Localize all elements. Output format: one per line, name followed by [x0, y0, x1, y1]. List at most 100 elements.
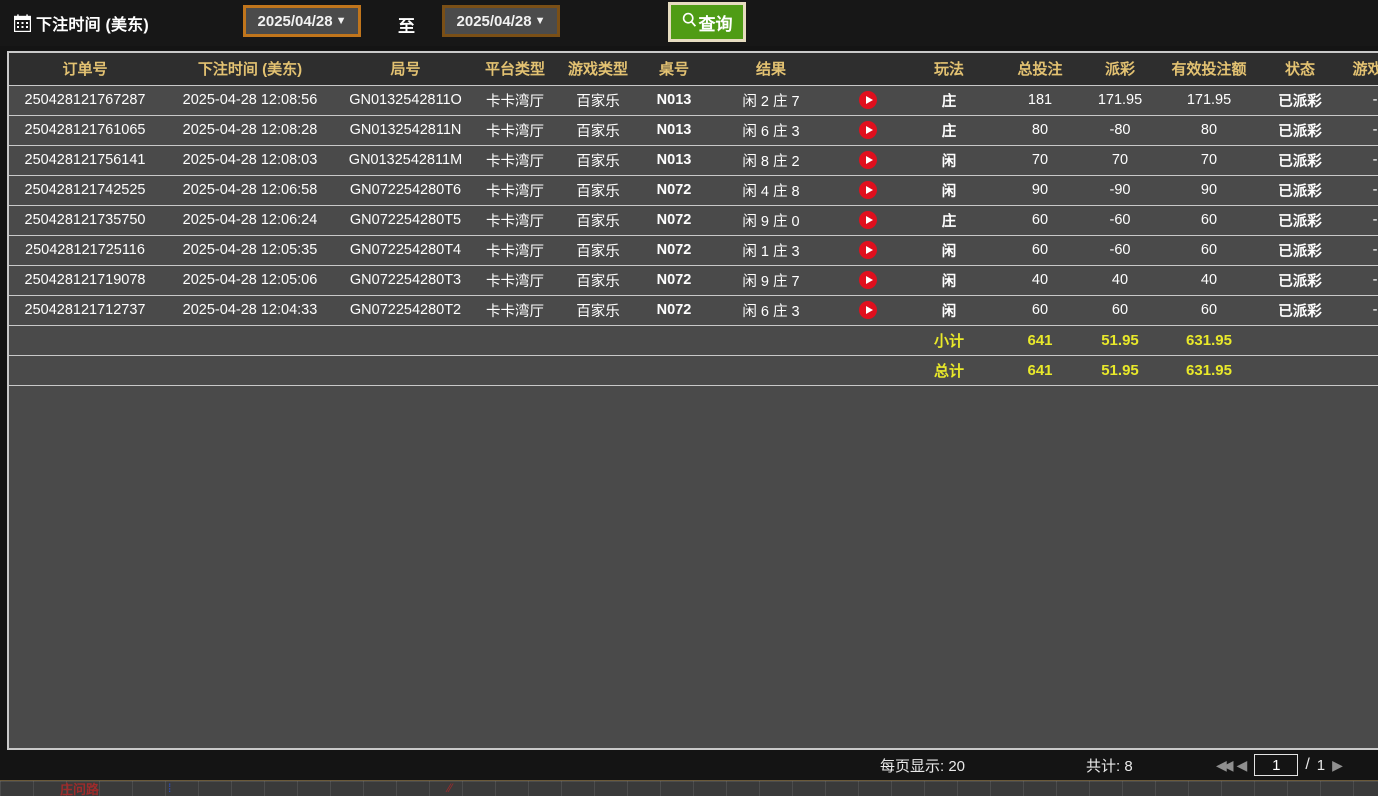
col-payout[interactable]: 派彩 [1086, 53, 1154, 86]
play-icon[interactable] [859, 271, 877, 289]
cell-total-bet: 70 [994, 145, 1086, 176]
cell-status: 已派彩 [1264, 145, 1336, 176]
cell-empty [472, 325, 558, 356]
cell-order-no: 250428121735750 [9, 205, 161, 236]
cell-round-no: GN072254280T4 [339, 235, 472, 266]
cell-payout: -60 [1086, 235, 1154, 266]
play-icon[interactable] [859, 91, 877, 109]
col-table-no[interactable]: 桌号 [638, 53, 710, 86]
col-platform[interactable]: 平台类型 [472, 53, 558, 86]
date-from-picker[interactable]: 2025/04/28 ▼ [243, 5, 361, 37]
play-icon[interactable] [859, 151, 877, 169]
page-number-input[interactable] [1254, 754, 1299, 776]
cell-table-no: N072 [638, 265, 710, 296]
background-mark-red: ⁄⁄ [448, 781, 453, 795]
cell-bet-time: 2025-04-28 12:08:28 [161, 115, 339, 146]
table-row[interactable]: 250428121767287 2025-04-28 12:08:56 GN0132… [9, 85, 1378, 116]
query-button-label: 查询 [698, 14, 733, 34]
col-game-type[interactable]: 游戏类型 [558, 53, 638, 86]
table-row[interactable]: 250428121719078 2025-04-28 12:05:06 GN0722… [9, 265, 1378, 296]
cell-replay[interactable] [832, 265, 904, 296]
col-result[interactable]: 结果 [710, 53, 832, 86]
search-icon [682, 12, 697, 33]
col-valid-bet[interactable]: 有效投注额 [1154, 53, 1264, 86]
col-game-mode[interactable]: 游戏模 [1336, 53, 1378, 86]
cell-replay[interactable] [832, 205, 904, 236]
date-range-separator: 至 [398, 17, 415, 36]
col-bet-time[interactable]: 下注时间 (美东) [161, 53, 339, 86]
cell-summary-total-bet: 641 [994, 355, 1086, 386]
page-count-label: 1 [1316, 756, 1326, 774]
cell-table-no: N013 [638, 145, 710, 176]
cell-play: 庄 [904, 115, 994, 146]
cell-replay[interactable] [832, 115, 904, 146]
cell-replay[interactable] [832, 295, 904, 326]
cell-empty [1264, 355, 1336, 386]
col-status[interactable]: 状态 [1264, 53, 1336, 86]
cell-result: 闲 2 庄 7 [710, 85, 832, 116]
cell-game-mode: - [1336, 115, 1378, 146]
date-to-value: 2025/04/28 [456, 12, 532, 30]
cell-result: 闲 6 庄 3 [710, 295, 832, 326]
cell-empty [638, 325, 710, 356]
cell-bet-time: 2025-04-28 12:05:06 [161, 265, 339, 296]
play-icon[interactable] [859, 211, 877, 229]
cell-game-type: 百家乐 [558, 85, 638, 116]
table-row[interactable]: 250428121742525 2025-04-28 12:06:58 GN0722… [9, 175, 1378, 206]
cell-table-no: N013 [638, 115, 710, 146]
cell-replay[interactable] [832, 145, 904, 176]
play-icon[interactable] [859, 121, 877, 139]
cell-summary-label: 总计 [904, 355, 994, 386]
cell-game-mode: - [1336, 295, 1378, 326]
cell-replay[interactable] [832, 235, 904, 266]
cell-bet-time: 2025-04-28 12:06:24 [161, 205, 339, 236]
cell-status: 已派彩 [1264, 295, 1336, 326]
table-row[interactable]: 250428121712737 2025-04-28 12:04:33 GN0722… [9, 295, 1378, 326]
play-icon[interactable] [859, 181, 877, 199]
cell-platform: 卡卡湾厅 [472, 295, 558, 326]
cell-summary-total-bet: 641 [994, 325, 1086, 356]
table-row[interactable]: 250428121761065 2025-04-28 12:08:28 GN0132… [9, 115, 1378, 146]
cell-result: 闲 1 庄 3 [710, 235, 832, 266]
cell-table-no: N072 [638, 295, 710, 326]
cell-valid-bet: 60 [1154, 235, 1264, 266]
date-to-picker[interactable]: 2025/04/28 ▼ [442, 5, 560, 37]
table-row[interactable]: 250428121725116 2025-04-28 12:05:35 GN0722… [9, 235, 1378, 266]
cell-round-no: GN0132542811O [339, 85, 472, 116]
col-round-no[interactable]: 局号 [339, 53, 472, 86]
cell-order-no: 250428121767287 [9, 85, 161, 116]
cell-platform: 卡卡湾厅 [472, 235, 558, 266]
first-page-arrow-icon[interactable]: ◀◀ [1216, 757, 1233, 773]
cell-game-type: 百家乐 [558, 145, 638, 176]
cell-status: 已派彩 [1264, 235, 1336, 266]
table-header-row: 订单号 下注时间 (美东) 局号 平台类型 游戏类型 桌号 结果 玩法 总投注 … [9, 53, 1378, 86]
cell-game-type: 百家乐 [558, 115, 638, 146]
cell-play: 庄 [904, 205, 994, 236]
col-order-no[interactable]: 订单号 [9, 53, 161, 86]
chevron-down-icon: ▼ [534, 15, 546, 27]
cell-game-type: 百家乐 [558, 205, 638, 236]
table-row[interactable]: 250428121735750 2025-04-28 12:06:24 GN0722… [9, 205, 1378, 236]
play-icon[interactable] [859, 241, 877, 259]
cell-bet-time: 2025-04-28 12:08:56 [161, 85, 339, 116]
cell-result: 闲 8 庄 2 [710, 145, 832, 176]
cell-replay[interactable] [832, 85, 904, 116]
cell-replay[interactable] [832, 175, 904, 206]
subtotal-row: 小计 641 51.95 631.95 [9, 325, 1378, 356]
cell-result: 闲 9 庄 0 [710, 205, 832, 236]
cell-result: 闲 6 庄 3 [710, 115, 832, 146]
cell-empty [161, 325, 339, 356]
next-page-arrow-icon[interactable]: ▶ [1332, 757, 1343, 773]
play-icon[interactable] [859, 301, 877, 319]
cell-empty [9, 355, 161, 386]
query-button[interactable]: 查询 [668, 2, 746, 42]
table-row[interactable]: 250428121756141 2025-04-28 12:08:03 GN0132… [9, 145, 1378, 176]
cell-bet-time: 2025-04-28 12:04:33 [161, 295, 339, 326]
cell-total-bet: 181 [994, 85, 1086, 116]
col-play[interactable]: 玩法 [904, 53, 994, 86]
cell-empty [161, 355, 339, 386]
cell-game-mode: - [1336, 205, 1378, 236]
prev-page-arrow-icon[interactable]: ◀ [1236, 757, 1248, 773]
col-total-bet[interactable]: 总投注 [994, 53, 1086, 86]
table-body: 250428121767287 2025-04-28 12:08:56 GN0132… [9, 85, 1378, 386]
